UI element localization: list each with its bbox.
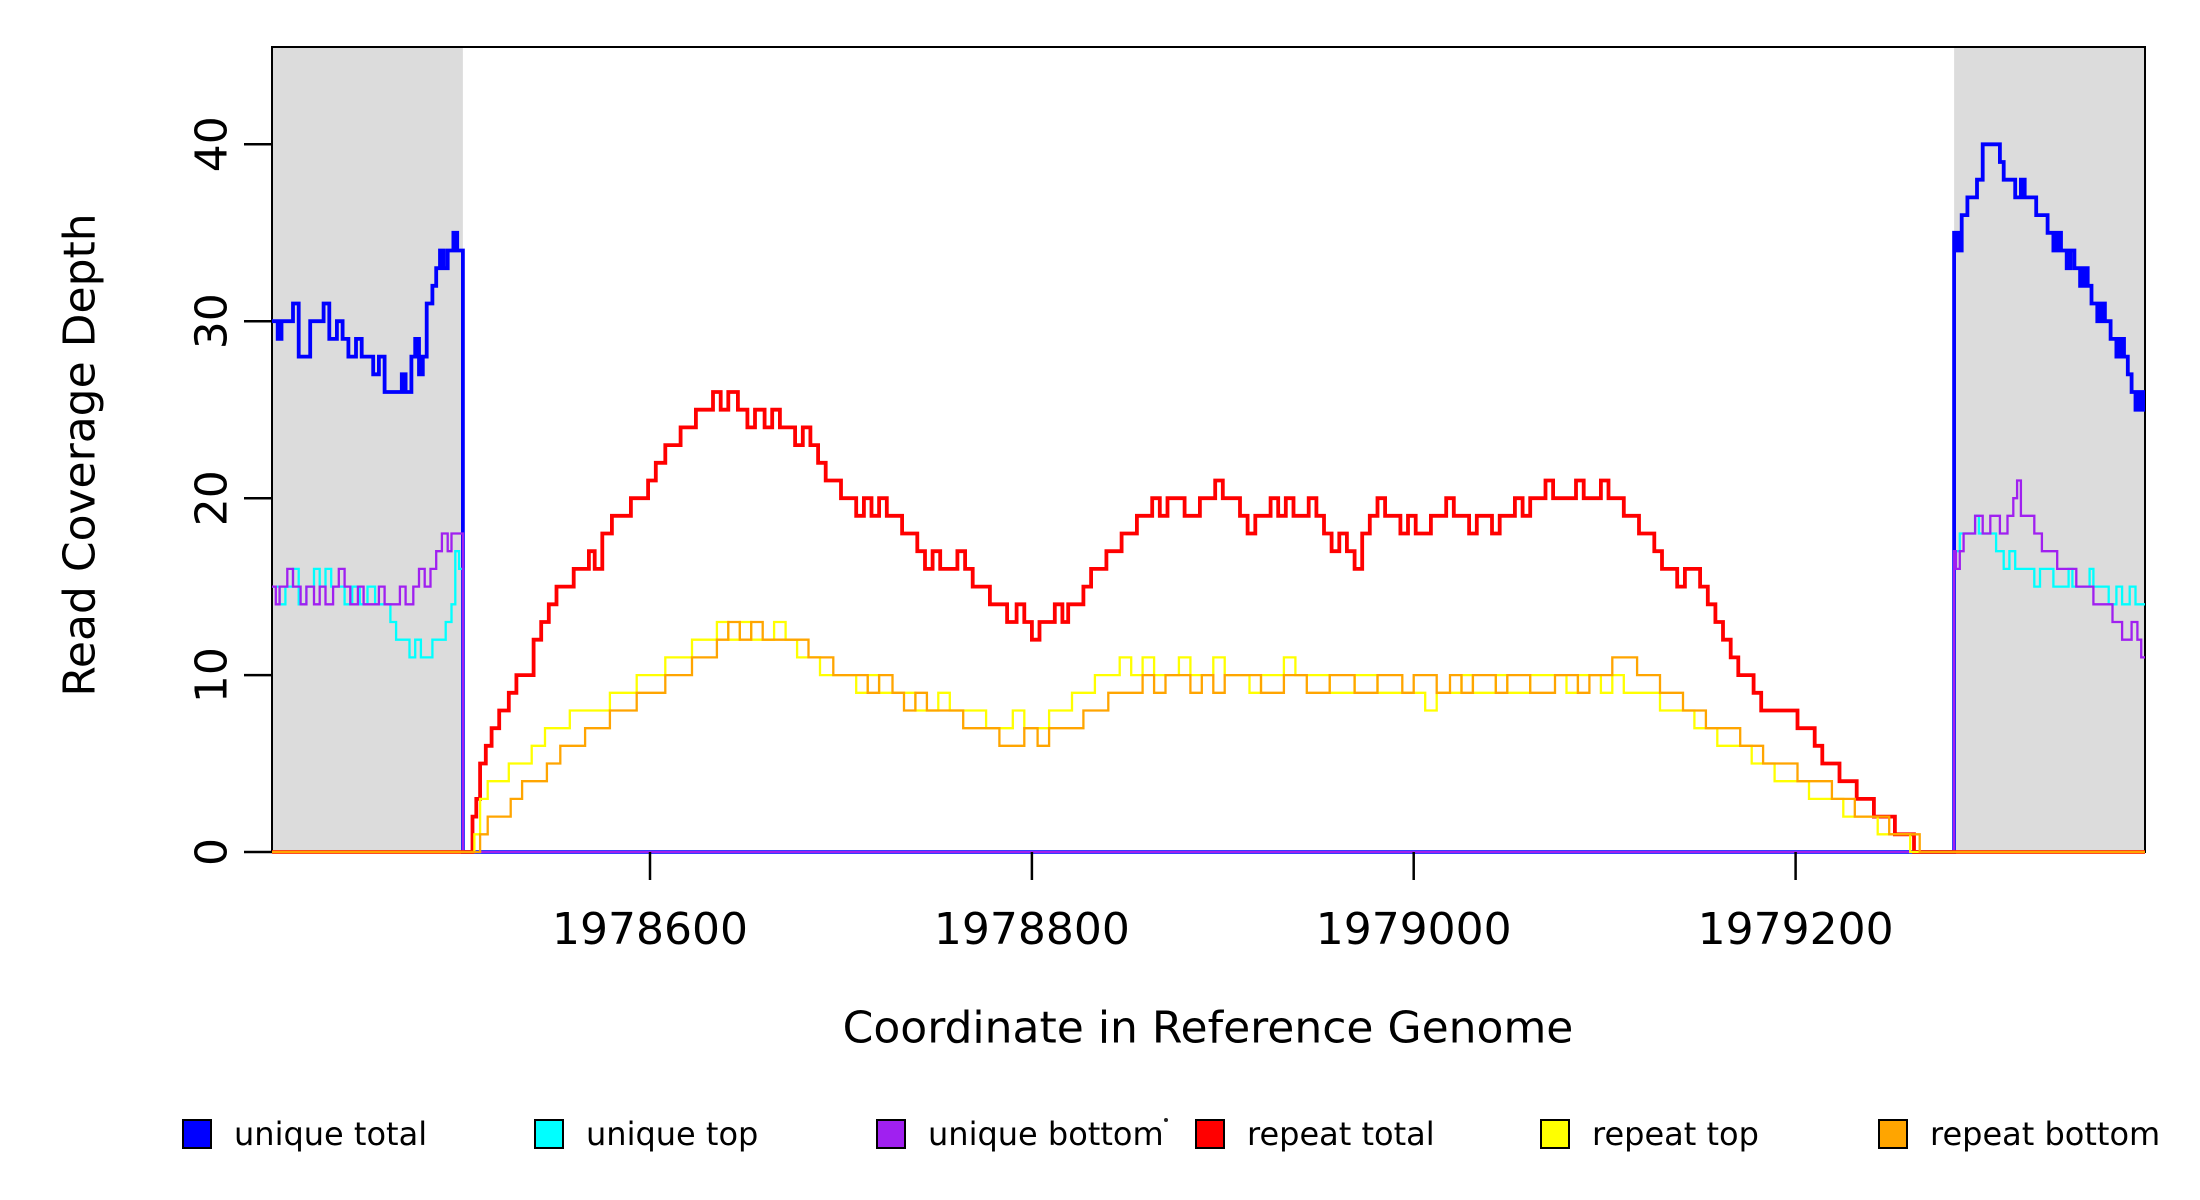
plot-box bbox=[271, 46, 2146, 853]
legend-label: repeat top bbox=[1592, 1115, 1759, 1153]
legend-item-unique-top: unique top bbox=[534, 1118, 758, 1150]
series-unique-total bbox=[272, 142, 2145, 854]
shaded-region bbox=[272, 47, 463, 852]
legend-label: unique top bbox=[586, 1115, 759, 1153]
legend-label: repeat bottom bbox=[1930, 1115, 2161, 1153]
y-axis-tick-label: 20 bbox=[187, 470, 238, 526]
legend-swatch-icon bbox=[182, 1119, 212, 1149]
legend-item-unique-bottom: unique bottom bbox=[876, 1118, 1164, 1150]
legend-swatch-icon bbox=[1540, 1119, 1570, 1149]
legend-swatch-icon bbox=[534, 1119, 564, 1149]
x-axis-title: Coordinate in Reference Genome bbox=[842, 1002, 1574, 1054]
series-unique-bottom bbox=[272, 479, 2145, 854]
legend-item-repeat-total: repeat total bbox=[1195, 1118, 1435, 1150]
legend-label: unique total bbox=[234, 1115, 428, 1153]
x-axis-tick-label: 1979200 bbox=[1698, 904, 1894, 955]
y-axis-tick-label: 40 bbox=[187, 116, 238, 172]
legend-item-repeat-bottom: repeat bottom bbox=[1878, 1118, 2160, 1150]
x-axis-tick-label: 1978800 bbox=[934, 904, 1130, 955]
series-repeat-total bbox=[272, 390, 2145, 854]
legend-item-repeat-top: repeat top bbox=[1540, 1118, 1759, 1150]
legend-swatch-icon bbox=[876, 1119, 906, 1149]
shaded-region bbox=[1954, 47, 2145, 852]
legend-swatch-icon bbox=[1878, 1119, 1908, 1149]
y-axis-tick-label: 10 bbox=[187, 647, 238, 703]
x-axis-tick-label: 1978600 bbox=[552, 904, 748, 955]
stray-dot bbox=[1164, 1118, 1168, 1122]
y-axis-tick-label: 30 bbox=[187, 293, 238, 349]
series-repeat-bottom bbox=[272, 620, 2145, 854]
y-axis-tick-label: 0 bbox=[187, 838, 238, 866]
series-unique-top bbox=[272, 514, 2145, 854]
legend-item-unique-total: unique total bbox=[182, 1118, 427, 1150]
legend-label: repeat total bbox=[1247, 1115, 1435, 1153]
x-axis-tick-label: 1979000 bbox=[1316, 904, 1512, 955]
legend-swatch-icon bbox=[1195, 1119, 1225, 1149]
y-axis-title: Read Coverage Depth bbox=[54, 213, 106, 697]
legend-label: unique bottom bbox=[928, 1115, 1164, 1153]
